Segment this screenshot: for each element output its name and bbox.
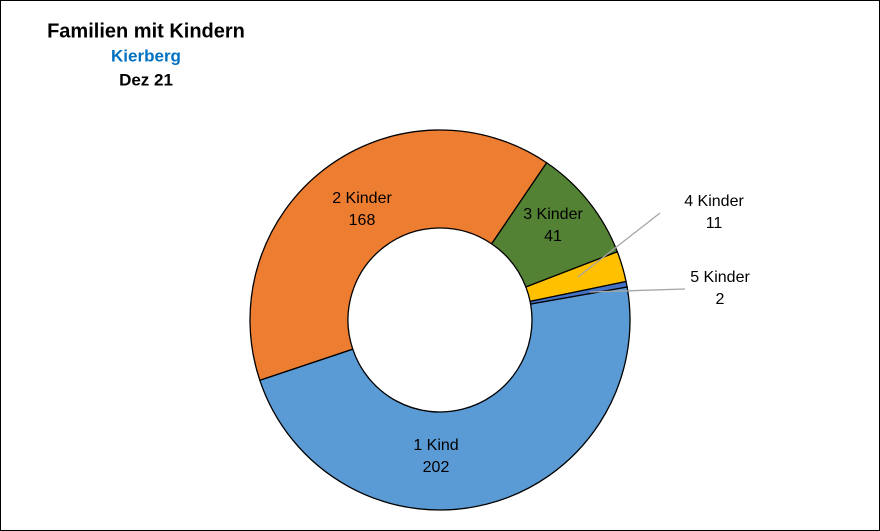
slice-label: 4 Kinder bbox=[684, 193, 744, 210]
leader-line bbox=[577, 212, 661, 278]
slice-value: 2 bbox=[716, 291, 725, 308]
slice-label: 2 Kinder bbox=[332, 190, 392, 207]
leader-line bbox=[589, 288, 686, 293]
slice-label: 1 Kind bbox=[413, 437, 458, 454]
donut-slice bbox=[249, 129, 548, 382]
slice-label: 5 Kinder bbox=[690, 269, 750, 286]
chart-date: Dez 21 bbox=[119, 70, 173, 89]
chart-title: Familien mit Kindern bbox=[47, 20, 245, 42]
slice-value: 41 bbox=[544, 228, 562, 245]
donut-slice bbox=[258, 286, 631, 511]
slice-label: 3 Kinder bbox=[523, 206, 583, 223]
chart-subtitle: Kierberg bbox=[111, 46, 181, 65]
slice-value: 168 bbox=[349, 212, 376, 229]
donut-slice bbox=[529, 280, 628, 305]
slice-value: 11 bbox=[706, 215, 723, 232]
slice-value: 202 bbox=[423, 459, 450, 476]
